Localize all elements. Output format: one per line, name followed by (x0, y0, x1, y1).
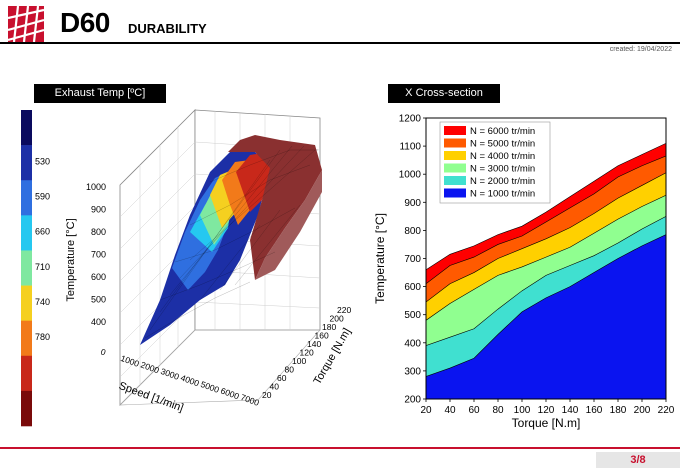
x-tick-label: 20 (420, 405, 432, 416)
x-tick-label: 4000 (179, 372, 200, 388)
y-tick-label: 500 (404, 310, 421, 321)
x-tick-label: 40 (444, 405, 456, 416)
y-tick-label: 400 (404, 338, 421, 349)
y-tick-label: 180 (322, 322, 336, 332)
y-tick-label: 40 (270, 382, 280, 392)
z-tick-label: 400 (91, 317, 106, 327)
legend-swatch (444, 176, 466, 185)
y-tick-label: 900 (404, 198, 421, 209)
colorbar-label: 660 (35, 227, 50, 237)
y-tick-label: 160 (315, 331, 329, 341)
legend-swatch (444, 126, 466, 135)
brand-logo-icon (8, 6, 44, 42)
z-axis-label: Temperature [°C] (65, 218, 77, 301)
colorbar-label: 710 (35, 262, 50, 272)
y-tick-label: 1100 (399, 142, 421, 153)
x-tick-label: 5000 (199, 379, 220, 395)
x-tick-label: 140 (562, 405, 579, 416)
colorbar-label: 590 (35, 192, 50, 202)
y-tick-label: 300 (404, 366, 421, 377)
z-tick-label: 800 (91, 227, 106, 237)
y-axis-label: Temperature [°C] (373, 213, 387, 304)
colorbar-label: 780 (35, 332, 50, 342)
y-tick-label: 20 (262, 390, 272, 400)
x-tick-label: 6000 (219, 385, 240, 401)
legend-entry: N = 3000 tr/min (470, 164, 535, 175)
series-area (425, 234, 667, 400)
y-tick-label: 1200 (399, 114, 422, 125)
legend-swatch (444, 138, 466, 148)
page-subtitle: DURABILITY (128, 21, 207, 36)
legend-entry: N = 6000 tr/min (470, 126, 535, 137)
colorbar: 530 590 660 710 740 780 (21, 110, 50, 427)
y-tick-label: 80 (285, 365, 295, 375)
legend-swatch (444, 188, 466, 198)
colorbar-label: 530 (35, 156, 50, 166)
y-tick-label: 220 (337, 305, 351, 315)
z-tick-label: 900 (91, 205, 106, 215)
z-tick-label: 500 (91, 295, 106, 305)
cross-section-chart: 200 300 400 500 600 700 800 900 1000 1100 1200 20 40… (373, 114, 675, 431)
left-panel-label: Exhaust Temp [ºC] (34, 84, 166, 103)
y-tick-label: 1000 (399, 170, 422, 181)
y-tick-label: 60 (277, 373, 287, 383)
colorbar-segment (21, 215, 32, 251)
x-axis-label: Torque [N.m] (512, 416, 581, 430)
y-tick-label: 600 (404, 282, 421, 293)
colorbar-segment (21, 145, 32, 181)
colorbar-segment (21, 110, 32, 146)
legend-entry: N = 4000 tr/min (470, 151, 535, 162)
right-panel-label: X Cross-section (388, 84, 500, 103)
x-tick-label: 160 (586, 405, 603, 416)
y-tick-label: 200 (330, 314, 344, 324)
colorbar-segment (21, 355, 32, 392)
colorbar-segment (21, 180, 32, 216)
colorbar-segment (21, 320, 32, 357)
legend-entry: N = 5000 tr/min (470, 139, 535, 150)
x-tick-label: 7000 (239, 392, 260, 408)
y-tick-label: 140 (307, 339, 321, 349)
legend-entry: N = 1000 tr/min (470, 189, 535, 200)
x-tick-label: 80 (492, 405, 504, 416)
z-tick-label: 700 (91, 250, 106, 260)
y-tick-label: 800 (404, 226, 421, 237)
x-tick-label: 220 (658, 405, 675, 416)
surface-mesh (140, 135, 322, 345)
header-divider (0, 42, 680, 44)
x-tick-label: 60 (468, 405, 480, 416)
colorbar-segment (21, 250, 32, 286)
colorbar-label: 740 (35, 297, 50, 307)
x-tick-label: 3000 (159, 366, 180, 382)
legend-entry: N = 2000 tr/min (470, 176, 535, 187)
legend-swatch (444, 163, 466, 173)
legend-swatch (444, 151, 466, 160)
z-tick-label: 600 (91, 272, 106, 282)
x-tick-label: 0 (99, 346, 107, 357)
x-tick-label: 180 (610, 405, 627, 416)
z-axis-ticks: 1000 900 800 700 600 500 400 (86, 182, 106, 327)
x-tick-label: 120 (538, 405, 555, 416)
y-tick-label: 120 (300, 348, 314, 358)
colorbar-segment (21, 390, 32, 427)
y-tick-label: 100 (292, 356, 306, 366)
x-tick-label: 100 (514, 405, 531, 416)
y-tick-label: 700 (404, 254, 421, 265)
y-tick-label: 200 (404, 395, 421, 406)
x-tick-label: 200 (634, 405, 651, 416)
z-tick-label: 1000 (86, 182, 106, 192)
legend (439, 121, 551, 204)
page-title: D60 (60, 7, 110, 38)
colorbar-segment (21, 285, 32, 321)
created-date: created: 19/04/2022 (609, 46, 672, 53)
footer-divider (0, 447, 680, 449)
page-number: 3/8 (596, 452, 680, 468)
